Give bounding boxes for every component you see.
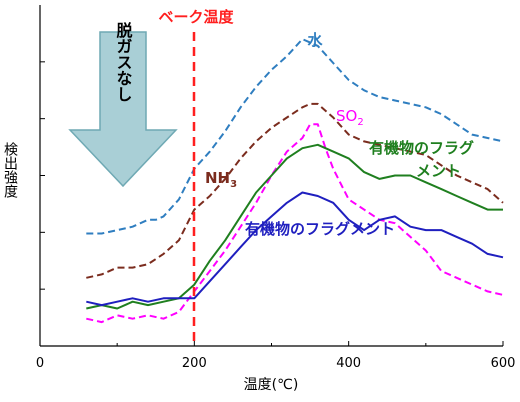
bake-temperature-marker: ベーク温度	[158, 8, 234, 346]
series-nh3-line	[86, 102, 504, 279]
series-label-water-fragment: 有機物のフラグメント	[245, 220, 395, 238]
down-arrow-icon	[68, 31, 178, 188]
series-water-fragment-line	[86, 191, 504, 307]
no-degas-arrow: 脱ガスなし	[68, 21, 178, 188]
series-label-so2: SO2	[336, 107, 364, 128]
series-label-organic: 有機物のフラグ	[369, 139, 474, 157]
chart-frame	[39, 5, 504, 347]
series-label-organic-line2: メント	[416, 162, 461, 180]
bake-temperature-label: ベーク温度	[158, 8, 234, 26]
x-tick-label: 0	[36, 356, 44, 371]
x-tick-labels: 0 200 400 600	[36, 356, 516, 371]
x-axis-label: 温度(℃)	[244, 377, 299, 393]
y-tick-marks	[40, 61, 45, 290]
x-tick-label: 600	[491, 356, 516, 371]
series-so2-line	[86, 123, 504, 324]
series-label-nh3: NH3	[205, 169, 237, 190]
y-axis-label: 検出強度	[2, 142, 18, 198]
series-organic-fragment-line	[86, 143, 503, 310]
series-label-water: 水	[307, 31, 323, 49]
x-tick-label: 400	[336, 356, 361, 371]
series-layer	[86, 38, 504, 324]
series-water-line	[86, 38, 504, 235]
x-tick-marks	[39, 341, 504, 346]
x-tick-label: 200	[182, 356, 207, 371]
no-degas-arrow-label: 脱ガスなし	[114, 21, 133, 102]
